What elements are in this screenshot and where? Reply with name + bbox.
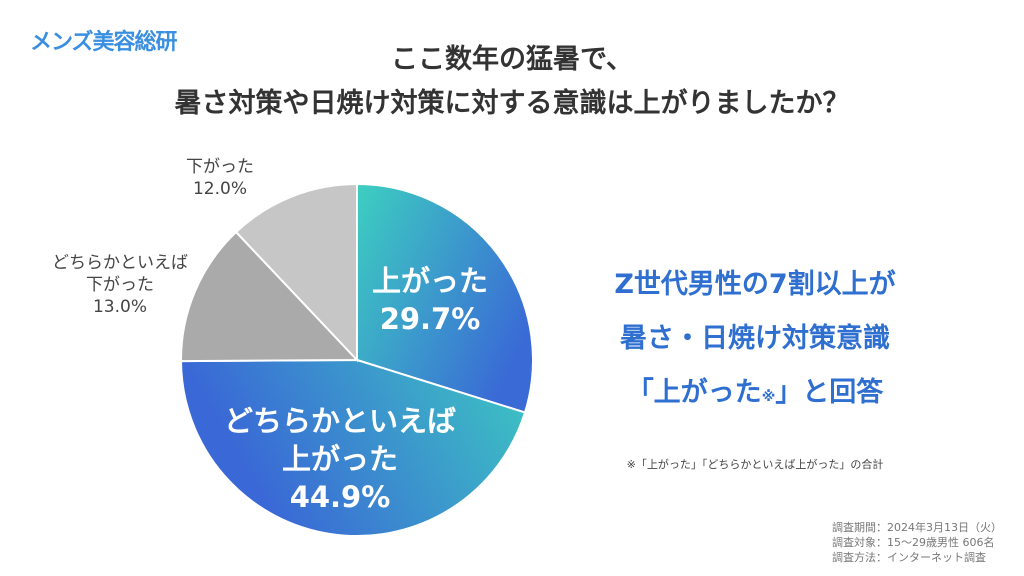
- chart-title: ここ数年の猛暑で、 暑さ対策や日焼け対策に対する意識は上がりましたか？: [0, 38, 1024, 126]
- slice-name: 下がった: [186, 157, 254, 177]
- slice-label-1: どちらかといえば 上がった 44.9%: [210, 402, 470, 516]
- survey-target: 調査対象：15〜29歳男性 606名: [832, 536, 995, 549]
- slice-value: 29.7%: [379, 302, 481, 336]
- title-line-2: 暑さ対策や日焼け対策に対する意識は上がりましたか？: [174, 88, 850, 119]
- survey-method: 調査方法：インターネット調査: [832, 551, 986, 564]
- title-line-1: ここ数年の猛暑で、: [391, 44, 633, 75]
- footnote-mark: ※: [761, 389, 776, 405]
- headline-line-2: 暑さ・日焼け対策意識: [620, 323, 890, 354]
- pie-slice-2: [180, 230, 360, 363]
- pie-slice-3: [234, 182, 358, 363]
- headline-text: 「上がった: [626, 377, 762, 408]
- slice-label-2: どちらかといえば 下がった 13.0%: [30, 252, 210, 318]
- slice-name: どちらかといえば: [52, 253, 188, 273]
- headline-line-1: Z世代男性の7割以上が: [614, 269, 896, 300]
- slice-name: 上がった: [281, 442, 398, 476]
- survey-period: 調査期間：2024年3月13日（火）: [832, 521, 1002, 534]
- headline-text: 」と回答: [775, 377, 884, 408]
- slice-name: 下がった: [86, 275, 154, 295]
- pie-slice-1: [179, 358, 527, 537]
- slice-value: 13.0%: [92, 297, 147, 317]
- slice-name: どちらかといえば: [223, 404, 456, 438]
- slice-label-3: 下がった 12.0%: [170, 156, 270, 200]
- footnote: ※「上がった」「どちらかといえば上がった」の合計: [626, 458, 884, 471]
- headline-line-3: 「上がった※」と回答: [560, 366, 950, 424]
- slice-label-0: 上がった 29.7%: [360, 262, 500, 338]
- headline: Z世代男性の7割以上が 暑さ・日焼け対策意識 「上がった※」と回答: [560, 258, 950, 424]
- slice-name: 上がった: [371, 264, 488, 298]
- slice-value: 44.9%: [289, 480, 391, 514]
- survey-info: 調査期間：2024年3月13日（火） 調査対象：15〜29歳男性 606名 調査…: [832, 520, 1002, 565]
- pie-slice-0: [356, 182, 534, 414]
- slice-value: 12.0%: [192, 179, 247, 199]
- logo: メンズ美容総研: [30, 30, 178, 55]
